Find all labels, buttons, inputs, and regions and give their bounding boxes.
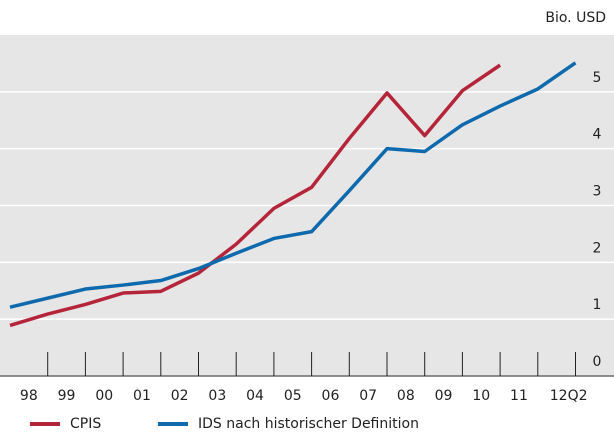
y-tick-label: 2 [593,240,602,256]
series-line [9,61,577,309]
x-tick-label: 11 [510,388,528,404]
x-tick-label: 08 [397,388,415,404]
x-tick-label: 09 [435,388,453,404]
x-tick-label: 10 [472,388,490,404]
x-tick-label: 98 [20,388,38,404]
x-tick-label: 12Q2 [550,388,588,404]
legend-label: CPIS [70,416,101,432]
x-tick-label: 04 [246,388,264,404]
legend-label: IDS nach historischer Definition [198,416,419,432]
x-tick-label: 00 [95,388,113,404]
unit-label: Bio. USD [545,10,606,26]
x-tick-label: 07 [359,388,377,404]
x-tick-label: 01 [133,388,151,404]
y-tick-label: 3 [593,184,602,200]
x-tick-label: 06 [322,388,340,404]
x-tick-label: 99 [58,388,76,404]
y-tick-label: 1 [593,297,602,313]
y-tick-label: 5 [593,70,602,86]
y-tick-label: 0 [593,354,602,370]
x-tick-label: 02 [171,388,189,404]
x-tick-label: 03 [208,388,226,404]
series-line [9,63,502,328]
x-tick-label: 05 [284,388,302,404]
y-tick-label: 4 [593,127,602,143]
